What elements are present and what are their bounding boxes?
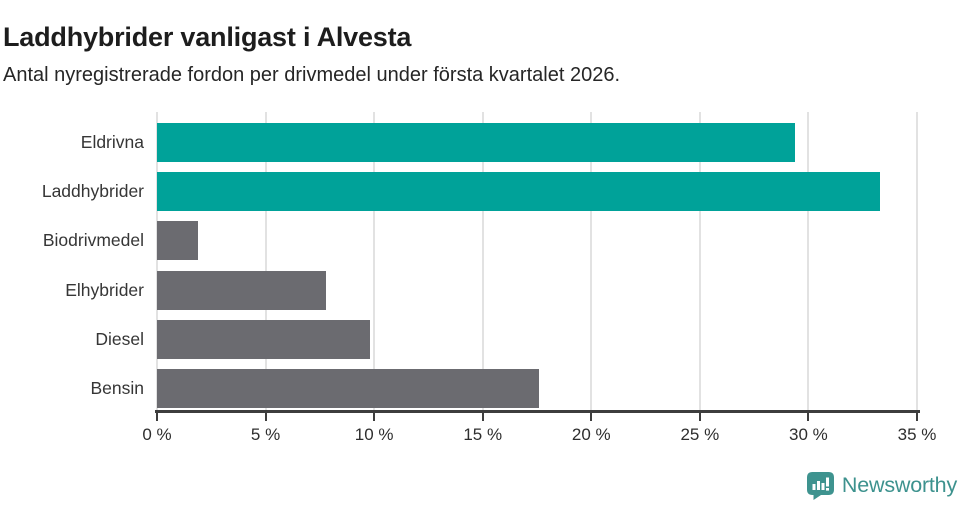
category-label: Diesel [95,328,144,349]
x-axis-tick [698,413,701,421]
x-axis-tick-label: 25 % [680,425,720,444]
chart-title: Laddhybrider vanligast i Alvesta [3,22,412,53]
gridline [590,112,593,410]
gridline [373,112,376,410]
x-axis-tick-label: 35 % [897,425,937,444]
gridline [916,112,918,410]
bar-diesel [157,319,370,359]
x-axis-tick-label: 0 % [142,425,172,444]
x-axis-tick [264,413,267,421]
category-label: Biodrivmedel [42,230,144,251]
gridline [698,112,701,410]
category-label: Bensin [90,378,144,398]
chart-subtitle: Antal nyregistrerade fordon per drivmede… [3,64,621,86]
brand-name: Newsworthy [841,473,957,497]
newsworthy-logo-icon [806,472,834,500]
x-axis-line [155,410,920,413]
bar-bensin [157,369,540,408]
gridline [264,112,267,410]
category-label: Laddhybrider [41,181,144,202]
x-axis-tick [590,413,593,421]
bar-biodrivmedel [157,221,199,261]
gridline [156,112,158,410]
brand-footer: Newsworthy [806,471,957,500]
bar-laddhybrider [157,172,881,212]
gridline [807,112,810,410]
x-axis-tick [916,413,918,421]
x-axis-tick-label: 30 % [789,425,828,444]
x-axis-tick-label: 5 % [250,425,281,444]
category-label: Elhybrider [65,279,144,300]
x-axis-tick [807,413,810,421]
x-axis-tick-label: 10 % [354,425,394,444]
x-axis-tick [373,413,376,421]
x-axis-tick [156,413,158,421]
bar-elhybrider [157,270,327,310]
category-label: Eldrivna [80,132,144,152]
x-axis-tick [481,413,484,421]
x-axis-tick-label: 15 % [463,425,503,444]
gridline [481,112,484,410]
x-axis-tick-label: 20 % [571,425,611,444]
bar-eldrivna [157,123,796,162]
